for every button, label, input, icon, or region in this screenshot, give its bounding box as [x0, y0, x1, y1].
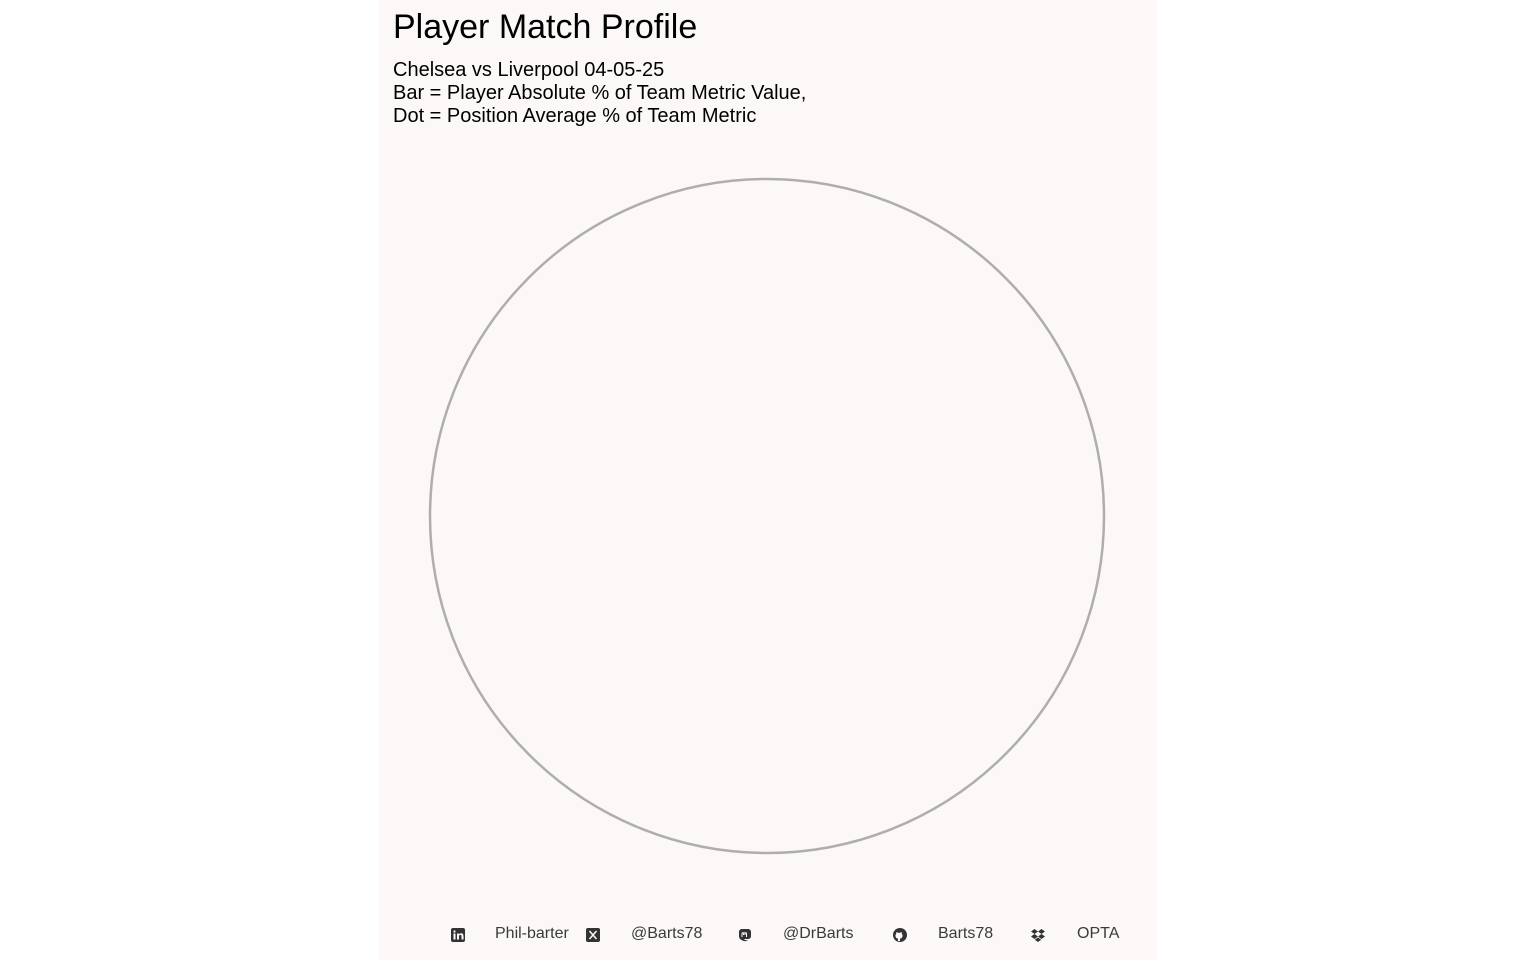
dropbox-icon [1031, 929, 1045, 942]
footer-linkedin-label: Phil-barter [495, 925, 569, 942]
polar-outline [428, 177, 1106, 855]
chart-panel: Player Match Profile Chelsea vs Liverpoo… [379, 0, 1157, 960]
github-icon [893, 928, 907, 942]
chart-title: Player Match Profile [393, 8, 698, 46]
footer-github-label: Barts78 [938, 925, 994, 942]
footer-source-label: OPTA [1077, 925, 1120, 942]
subtitle-line-1: Chelsea vs Liverpool 04-05-25 [393, 59, 665, 81]
x-twitter-icon [586, 928, 600, 942]
polar-plot [428, 177, 1106, 855]
mastodon-icon [739, 929, 751, 942]
footer-x-label: @Barts78 [631, 925, 703, 942]
subtitle-line-3: Dot = Position Average % of Team Metric [393, 105, 757, 127]
subtitle-line-2: Bar = Player Absolute % of Team Metric V… [393, 82, 807, 104]
footer-credits: Phil-barter @Barts78 @DrBarts Barts78 OP… [379, 925, 1157, 947]
footer-mastodon-label: @DrBarts [783, 925, 854, 942]
linkedin-icon [451, 928, 465, 942]
